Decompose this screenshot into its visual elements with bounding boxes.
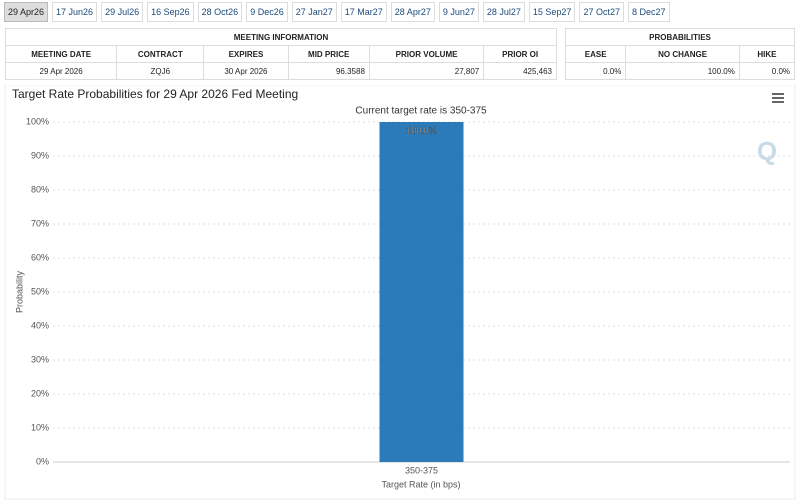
- chart-subtitle: Current target rate is 350-375: [355, 106, 487, 117]
- menu-icon[interactable]: [772, 93, 784, 103]
- cell: 0.0%: [564, 62, 627, 80]
- tab[interactable]: 28 Apr27: [390, 2, 435, 22]
- y-tick-label: 90%: [31, 150, 49, 160]
- cell: 0.0%: [738, 62, 796, 80]
- tab[interactable]: 27 Jan27: [291, 2, 337, 22]
- cell: 30 Apr 2026: [203, 62, 289, 80]
- chart: Target Rate Probabilities for 29 Apr 202…: [4, 85, 796, 500]
- cell: 27,807: [368, 62, 485, 80]
- column-header: MEETING DATE: [4, 45, 118, 63]
- bar: [379, 122, 464, 462]
- tab[interactable]: 28 Oct26: [197, 2, 243, 22]
- tab[interactable]: 27 Oct27: [579, 2, 624, 22]
- y-tick-label: 30%: [31, 354, 49, 364]
- logo: Q: [757, 136, 777, 166]
- tab-bar: 29 Apr26 17 Jun26 29 Jul26 16 Sep26 28 Oct26…: [4, 2, 670, 22]
- tab[interactable]: 29 Jul26: [101, 2, 144, 22]
- tab[interactable]: 9 Jun27: [438, 2, 479, 22]
- y-tick-label: 20%: [31, 388, 49, 398]
- column-header: PRIOR VOLUME: [368, 45, 485, 63]
- y-tick-label: 70%: [31, 218, 49, 228]
- tab[interactable]: 28 Jul27: [482, 2, 525, 22]
- tab[interactable]: 29 Apr26: [4, 2, 49, 22]
- data-label: 100.0%: [406, 125, 437, 135]
- cell: 96.3588: [287, 62, 370, 80]
- y-axis-title: Probability: [14, 270, 24, 313]
- tab[interactable]: 17 Mar27: [340, 2, 387, 22]
- column-header: EASE: [564, 45, 627, 63]
- meeting-table: MEETING INFORMATION MEETING DATE CONTRACT…: [4, 28, 557, 80]
- cell: 100.0%: [625, 62, 740, 80]
- y-tick-label: 60%: [31, 252, 49, 262]
- chart-title: Target Rate Probabilities for 29 Apr 202…: [12, 87, 298, 101]
- column-header: MID PRICE: [287, 45, 370, 63]
- y-tick-label: 0%: [36, 456, 49, 466]
- column-header: EXPIRES: [203, 45, 289, 63]
- cell: ZQJ6: [116, 62, 205, 80]
- column-header: CONTRACT: [116, 45, 205, 63]
- column-header: HIKE: [738, 45, 796, 63]
- x-axis-title: Target Rate (in bps): [381, 479, 460, 489]
- probability-table: PROBABILITIES EASE NO CHANGE HIKE 0.0% 100.0…: [564, 28, 796, 80]
- column-header: NO CHANGE: [625, 45, 740, 63]
- y-tick-label: 100%: [26, 116, 49, 126]
- cell: 425,463: [483, 62, 557, 80]
- y-tick-label: 80%: [31, 184, 49, 194]
- column-header: PRIOR OI: [483, 45, 557, 63]
- tab[interactable]: 16 Sep26: [147, 2, 194, 22]
- table-title: MEETING INFORMATION: [5, 28, 557, 46]
- y-tick-label: 40%: [31, 320, 49, 330]
- x-tick-label: 350-375: [405, 465, 438, 475]
- tab[interactable]: 9 Dec26: [246, 2, 288, 22]
- table-title: PROBABILITIES: [565, 28, 795, 46]
- cell: 29 Apr 2026: [4, 62, 118, 80]
- y-tick-label: 50%: [31, 286, 49, 296]
- tab[interactable]: 17 Jun26: [52, 2, 98, 22]
- tab[interactable]: 15 Sep27: [528, 2, 576, 22]
- y-tick-label: 10%: [31, 422, 49, 432]
- tab[interactable]: 8 Dec27: [627, 2, 670, 22]
